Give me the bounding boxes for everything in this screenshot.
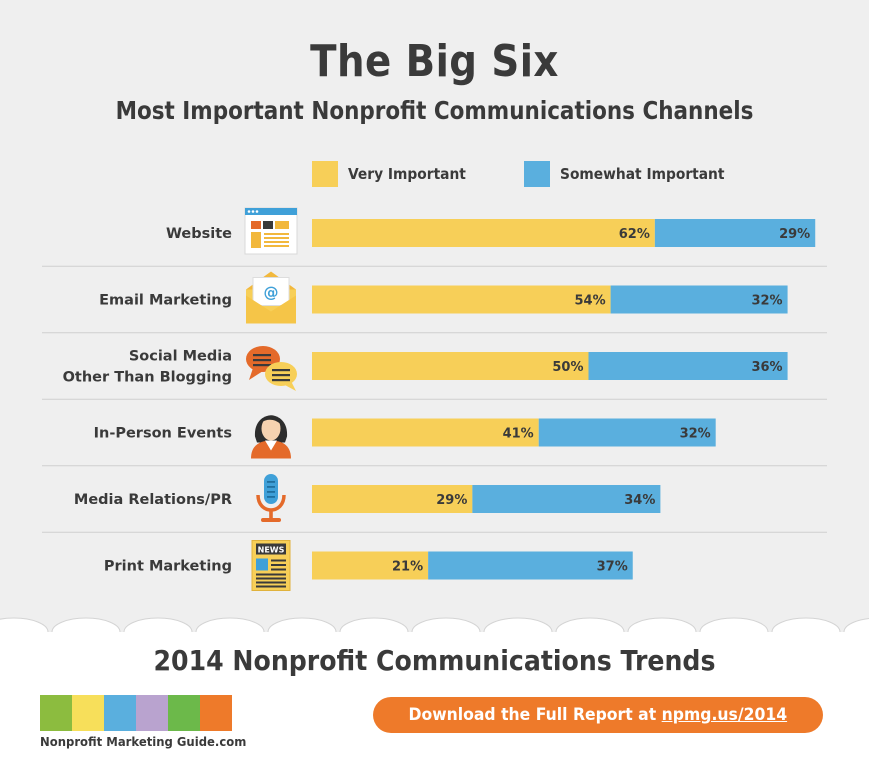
report-link[interactable]: npmg.us/2014 (661, 705, 788, 725)
bar-very-important (312, 485, 473, 513)
data-label: 32% (680, 427, 711, 442)
svg-text:NEWS: NEWS (258, 546, 285, 555)
data-label: 29% (436, 493, 467, 508)
stacked-bar-chart: Website 62% 29% Email Marketing @54% 32% Socia… (42, 207, 827, 591)
logo-square-3 (104, 695, 136, 731)
data-label: 21% (392, 560, 423, 575)
website-icon (244, 207, 298, 255)
legend-item-very-important: Very Important (312, 161, 476, 187)
data-label: 62% (619, 227, 650, 242)
logo-square-2 (72, 695, 104, 731)
chart-row-4: In-Person Events 41% 32% (42, 415, 827, 467)
person-icon (251, 415, 291, 459)
download-report-button[interactable]: Download the Full Report at npmg.us/2014 (373, 697, 823, 733)
chart-row-3: Social Media Other Than Blogging 50% 36% (42, 346, 827, 400)
bar-somewhat-important (588, 352, 788, 380)
chart-legend: Very Important Somewhat Important (312, 160, 787, 188)
chart-row-1: Website 62% 29% (42, 207, 827, 267)
data-label: 54% (574, 294, 605, 309)
chart-row-5: Media Relations/PR 29% 34% (42, 474, 827, 533)
category-label: Website (166, 226, 232, 242)
legend-item-somewhat-important: Somewhat Important (524, 161, 739, 187)
scallop-divider (0, 617, 869, 638)
data-label: 36% (751, 360, 782, 375)
logo-square-6 (200, 695, 232, 731)
chart-panel (0, 0, 869, 632)
microphone-icon (256, 474, 286, 522)
bar-somewhat-important (610, 285, 788, 314)
newspaper-icon: NEWS (251, 540, 291, 591)
legend-label-very-important: Very Important (348, 165, 466, 183)
page-title: The Big Six (310, 36, 559, 87)
page-subtitle: Most Important Nonprofit Communications … (115, 96, 754, 125)
logo-square-4 (136, 695, 168, 731)
download-report-label: Download the Full Report at npmg.us/2014 (409, 705, 788, 725)
legend-swatch-somewhat-important (524, 161, 551, 187)
logo-square-5 (168, 695, 200, 731)
chart-row-2: Email Marketing @54% 32% (42, 271, 827, 334)
data-label: 32% (751, 294, 782, 309)
data-label: 29% (779, 227, 810, 242)
bar-very-important (312, 551, 429, 580)
footer-title: 2014 Nonprofit Communications Trends (153, 644, 716, 677)
category-label: Other Than Blogging (63, 370, 232, 386)
chart-row-6: Print Marketing NEWS 21% 37% (104, 540, 633, 591)
svg-text:@: @ (264, 284, 279, 302)
bar-very-important (312, 352, 589, 380)
chat-bubbles-icon (246, 346, 297, 391)
legend-label-somewhat-important: Somewhat Important (560, 165, 725, 183)
data-label: 34% (624, 493, 655, 508)
category-label: Social Media (129, 349, 232, 365)
bar-very-important (312, 418, 539, 447)
bar-very-important (312, 285, 611, 314)
bar-somewhat-important (472, 485, 661, 513)
category-label: Print Marketing (104, 559, 232, 575)
category-label: Email Marketing (99, 293, 232, 309)
category-label: Media Relations/PR (74, 492, 232, 508)
logo-text: Nonprofit Marketing Guide.com (40, 734, 247, 749)
bar-somewhat-important (428, 551, 633, 580)
email-icon: @ (246, 271, 296, 324)
logo-squares (40, 695, 262, 731)
bar-somewhat-important (538, 418, 716, 447)
bar-very-important (312, 219, 655, 247)
data-label: 41% (503, 427, 534, 442)
category-label: In-Person Events (94, 426, 232, 442)
logo-square-1 (40, 695, 72, 731)
legend-swatch-very-important (312, 161, 338, 187)
cta-prefix: Download the Full Report at (408, 705, 662, 725)
bar-somewhat-important (654, 219, 816, 247)
data-label: 37% (597, 560, 628, 575)
nonprofit-marketing-guide-logo[interactable]: Nonprofit Marketing Guide.com (40, 695, 262, 749)
data-label: 50% (552, 360, 583, 375)
scallop-cover (0, 632, 869, 638)
